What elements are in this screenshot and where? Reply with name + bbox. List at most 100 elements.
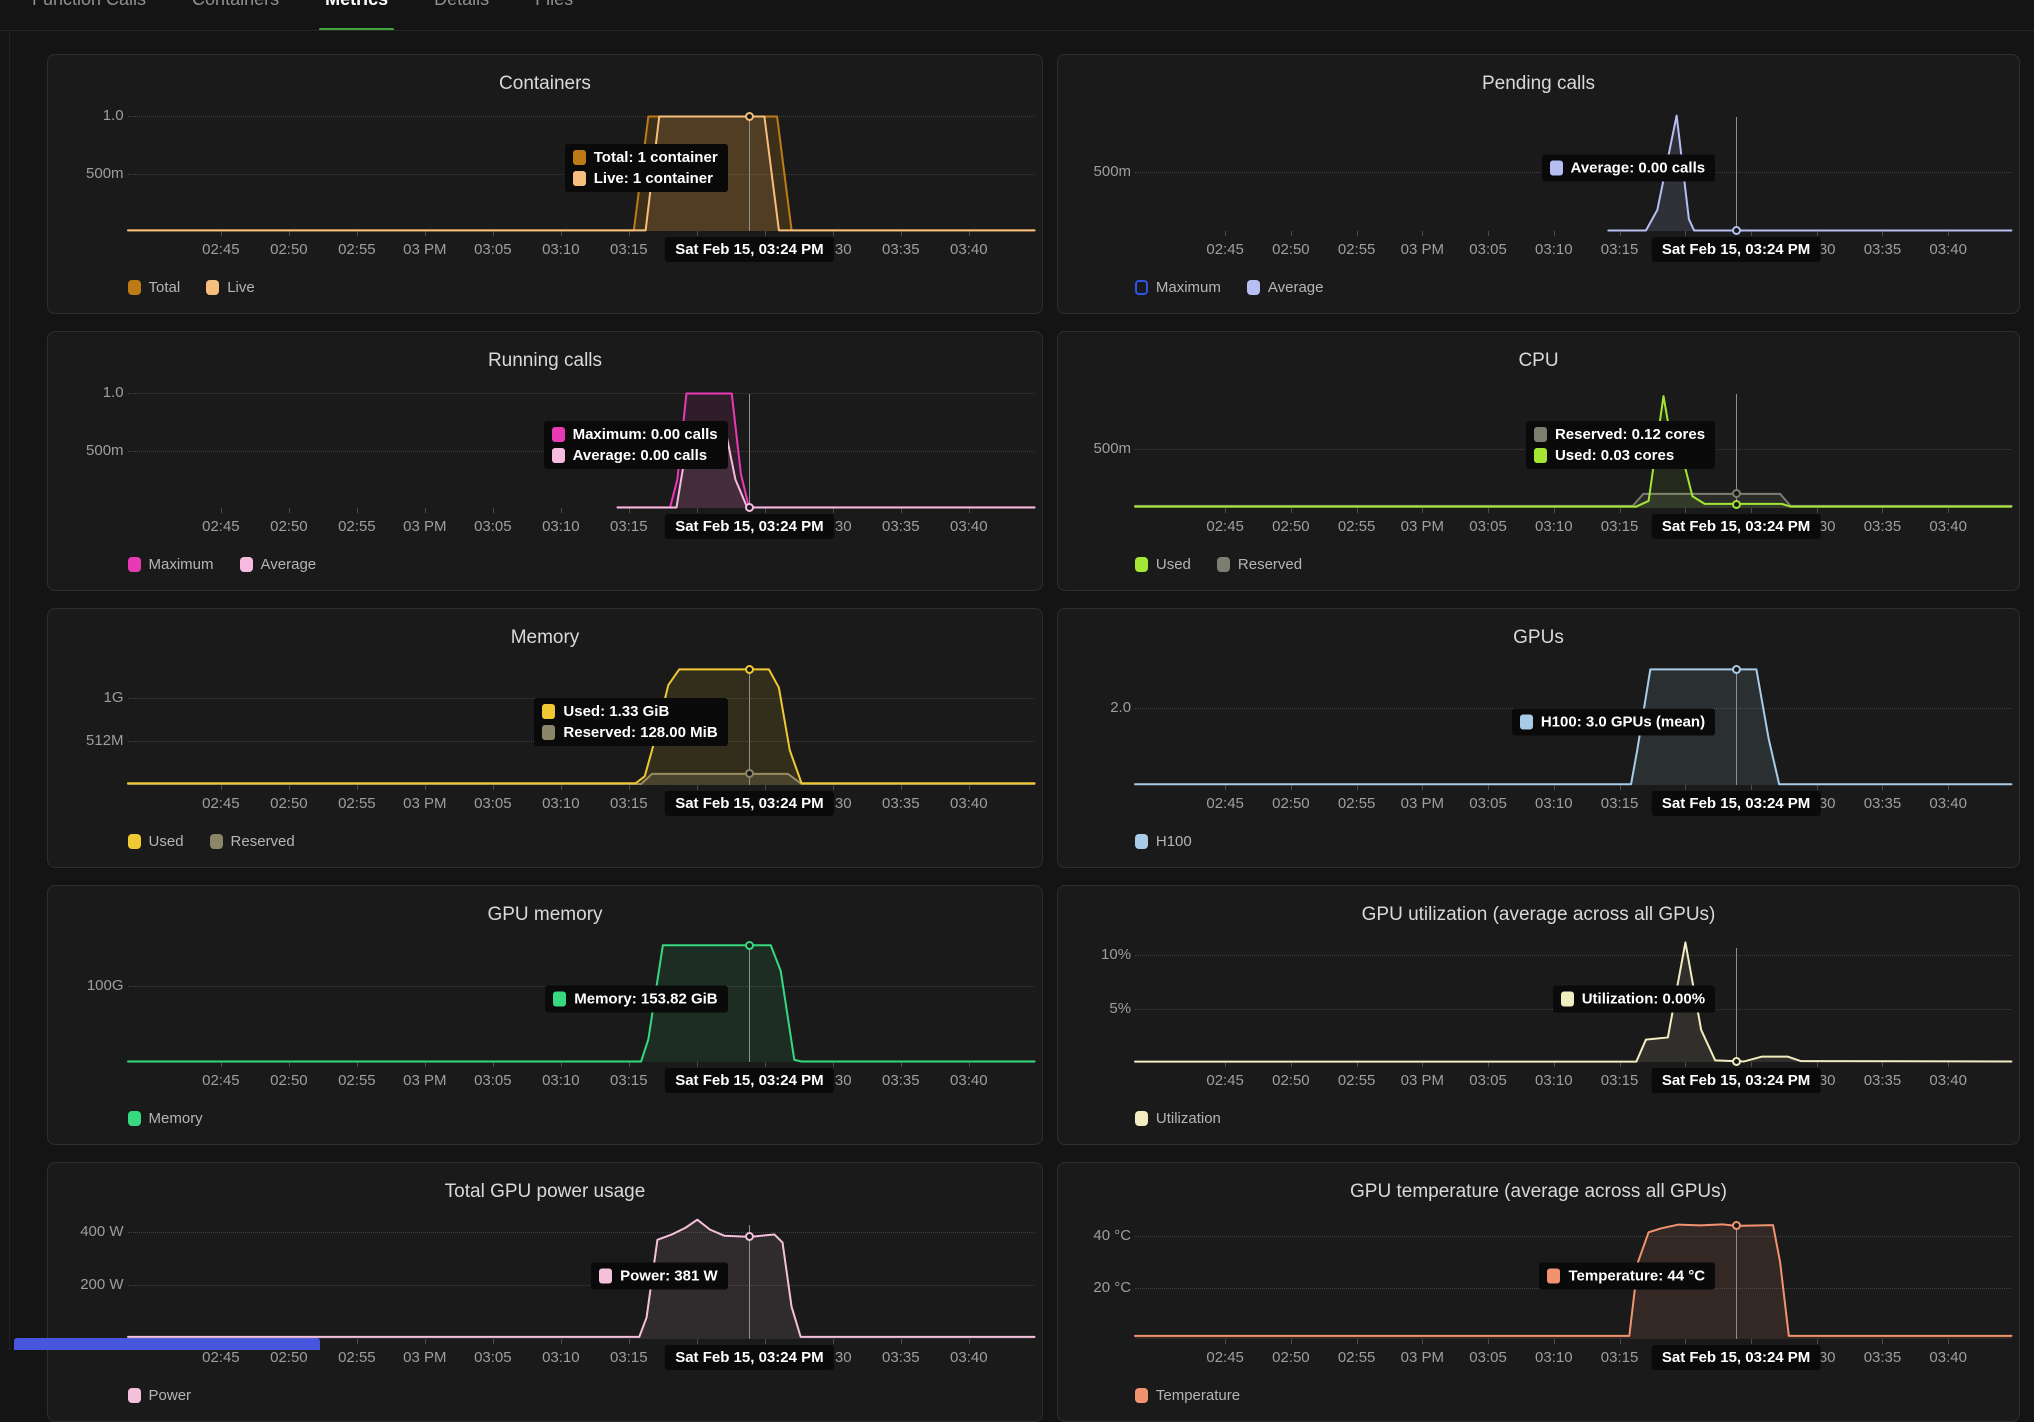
tooltip-row: Total: 1 container — [573, 149, 718, 166]
crosshair-marker — [1732, 500, 1741, 509]
tooltip-text: Used: 1.33 GiB — [563, 703, 669, 720]
date-tooltip: Sat Feb 15, 03:24 PM — [1652, 1068, 1820, 1093]
x-axis-label: 03:10 — [1535, 241, 1573, 258]
tab-function-calls[interactable]: Function Calls — [32, 0, 146, 31]
y-axis-label: 200 W — [54, 1276, 124, 1293]
legend-item-maximum[interactable]: Maximum — [128, 556, 214, 573]
series-tooltip: Total: 1 container Live: 1 container — [565, 144, 728, 192]
x-axis-label: 03:05 — [1469, 518, 1507, 535]
legend-item-reserved[interactable]: Reserved — [1217, 556, 1302, 573]
chart-legend: H100 — [1135, 833, 1192, 850]
x-axis-tick — [1291, 1339, 1292, 1344]
legend-swatch — [128, 1388, 141, 1403]
tooltip-swatch — [553, 992, 566, 1007]
legend-label: Memory — [149, 1110, 203, 1127]
chart-title: CPU — [1058, 350, 2019, 372]
tooltip-text: Maximum: 0.00 calls — [573, 426, 718, 443]
x-axis-label: 02:45 — [202, 795, 240, 812]
legend-item-h100[interactable]: H100 — [1135, 833, 1192, 850]
tab-containers[interactable]: Containers — [192, 0, 279, 31]
legend-swatch — [1247, 280, 1260, 295]
x-axis-label: 02:45 — [202, 1349, 240, 1366]
date-tooltip: Sat Feb 15, 03:24 PM — [1652, 1345, 1820, 1370]
legend-item-total[interactable]: Total — [128, 279, 181, 296]
x-axis-tick — [1225, 1339, 1226, 1344]
x-axis-tick — [357, 785, 358, 790]
chart-legend: Temperature — [1135, 1387, 1240, 1404]
tab-bar: Function Calls Containers Metrics Detail… — [0, 0, 2034, 31]
legend-item-utilization[interactable]: Utilization — [1135, 1110, 1221, 1127]
x-axis-tick — [425, 508, 426, 513]
x-axis-tick — [561, 231, 562, 236]
tab-details[interactable]: Details — [434, 0, 489, 31]
x-axis-tick — [1488, 1062, 1489, 1067]
tab-metrics[interactable]: Metrics — [325, 0, 388, 31]
legend-item-used[interactable]: Used — [1135, 556, 1191, 573]
x-axis-tick — [221, 1062, 222, 1067]
tooltip-row: Memory: 153.82 GiB — [553, 991, 717, 1008]
chart-title: GPUs — [1058, 627, 2019, 649]
x-axis-tick — [221, 785, 222, 790]
x-axis-tick — [629, 1339, 630, 1344]
x-axis-label: 03:05 — [1469, 1349, 1507, 1366]
legend-item-live[interactable]: Live — [206, 279, 255, 296]
x-axis-tick — [1554, 785, 1555, 790]
x-axis-label: 03 PM — [1401, 795, 1444, 812]
x-axis-tick — [1685, 231, 1686, 236]
crosshair-line — [1736, 117, 1737, 231]
x-axis-tick — [833, 1339, 834, 1344]
x-axis-label: 02:45 — [202, 1072, 240, 1089]
x-axis-label: 03 PM — [1401, 241, 1444, 258]
x-axis-label: 03:15 — [1601, 1072, 1639, 1089]
x-axis-label: 02:55 — [338, 241, 376, 258]
legend-item-maximum[interactable]: Maximum — [1135, 279, 1221, 296]
x-axis-label: 02:50 — [270, 795, 308, 812]
x-axis-label: 02:50 — [270, 518, 308, 535]
date-tooltip: Sat Feb 15, 03:24 PM — [1652, 237, 1820, 262]
tooltip-text: Total: 1 container — [594, 149, 718, 166]
x-axis-tick — [901, 785, 902, 790]
chart-legend: Utilization — [1135, 1110, 1221, 1127]
legend-item-memory[interactable]: Memory — [128, 1110, 203, 1127]
x-axis-label: 02:55 — [338, 1072, 376, 1089]
legend-item-average[interactable]: Average — [1247, 279, 1324, 296]
tooltip-text: H100: 3.0 GPUs (mean) — [1541, 714, 1705, 731]
x-axis-tick — [901, 1339, 902, 1344]
tooltip-row: Live: 1 container — [573, 170, 718, 187]
x-axis-label: 03:15 — [610, 518, 648, 535]
x-axis-label: 03:10 — [542, 1072, 580, 1089]
x-axis-label: 03:40 — [950, 241, 988, 258]
legend-item-temperature[interactable]: Temperature — [1135, 1387, 1240, 1404]
x-axis-tick — [1882, 1062, 1883, 1067]
tooltip-text: Utilization: 0.00% — [1582, 991, 1705, 1008]
tab-files[interactable]: Files — [535, 0, 573, 31]
x-axis-tick — [1291, 785, 1292, 790]
series-tooltip: Utilization: 0.00% — [1553, 986, 1715, 1013]
legend-item-power[interactable]: Power — [128, 1387, 192, 1404]
x-axis-tick — [833, 785, 834, 790]
legend-item-average[interactable]: Average — [240, 556, 317, 573]
x-axis-label: 03:40 — [950, 1072, 988, 1089]
legend-swatch — [240, 557, 253, 572]
legend-item-reserved[interactable]: Reserved — [210, 833, 295, 850]
x-axis-label: 03:10 — [1535, 1072, 1573, 1089]
x-axis-tick — [969, 508, 970, 513]
x-axis-label: 02:45 — [202, 241, 240, 258]
x-axis-label: 03:05 — [474, 241, 512, 258]
tooltip-swatch — [552, 427, 565, 442]
tooltip-row: Average: 0.00 calls — [1550, 160, 1706, 177]
x-axis-tick — [1685, 508, 1686, 513]
tooltip-row: Reserved: 128.00 MiB — [542, 724, 717, 741]
legend-item-used[interactable]: Used — [128, 833, 184, 850]
x-axis-label: 03:05 — [474, 795, 512, 812]
